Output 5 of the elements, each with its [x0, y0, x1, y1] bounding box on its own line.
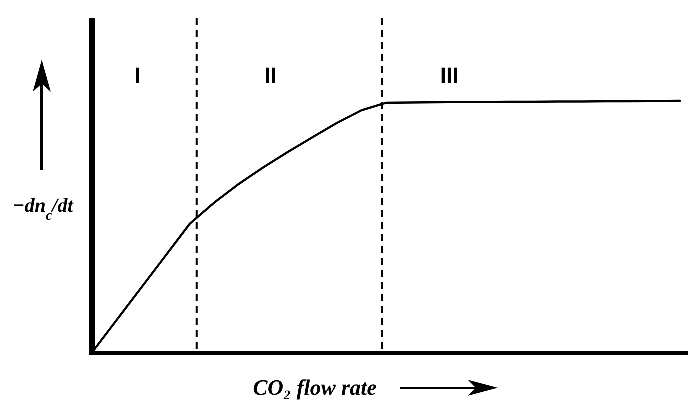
y-axis-title: −dn$_{c}$/dt	[12, 195, 75, 224]
text: II	[264, 63, 277, 88]
text: I	[134, 63, 141, 88]
x-axis-title: CO₂ flow rate	[253, 375, 378, 400]
text: III	[440, 63, 459, 88]
